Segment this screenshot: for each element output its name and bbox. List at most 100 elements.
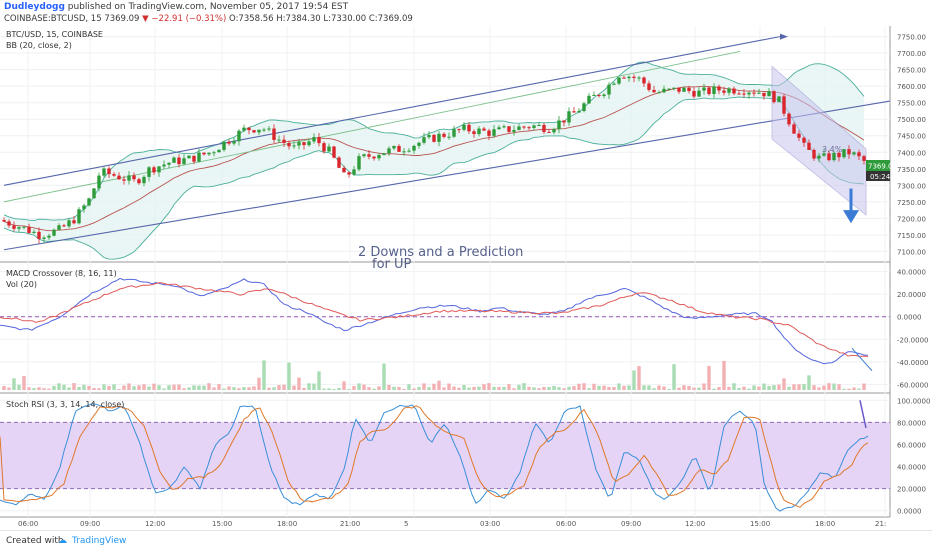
candle-body: [512, 129, 516, 132]
stoch-axis-label: 40.0000: [897, 464, 926, 472]
volume-bar: [262, 360, 266, 390]
volume-bar: [787, 386, 791, 390]
volume-bar: [477, 386, 481, 390]
candle-body: [12, 225, 16, 229]
candle-body: [102, 168, 106, 176]
volume-bar: [602, 385, 606, 390]
candle-body: [612, 83, 616, 85]
vol-label: Vol (20): [6, 280, 37, 289]
candle-body: [362, 154, 366, 157]
stoch-band-fill: [0, 422, 890, 489]
volume-bar: [557, 387, 561, 390]
tradingview-brand[interactable]: TradingView: [72, 536, 127, 546]
chart-canvas[interactable]: 7750.00 7700.00 7650.00 7600.00 7550.00 7500.…: [0, 0, 932, 530]
candle-body: [537, 124, 541, 126]
volume-bar: [222, 388, 226, 390]
candle-body: [682, 87, 686, 92]
candle-body: [87, 198, 91, 206]
volume-bar: [122, 385, 126, 390]
stoch-axis-label: 80.0000: [897, 419, 926, 427]
volume-bar: [92, 387, 96, 390]
author-link[interactable]: Dudleydogg: [4, 2, 65, 12]
stoch-arrow-line: [859, 400, 867, 429]
volume-bar: [67, 387, 71, 390]
chart-annotation-2[interactable]: for UP: [372, 257, 412, 272]
chart-annotation[interactable]: 2 Downs and a Prediction: [358, 245, 523, 260]
volume-bar: [382, 363, 386, 390]
candle-body: [347, 172, 351, 175]
last-price: 7369.09: [104, 14, 140, 24]
volume-bar: [552, 385, 556, 390]
candle-body: [767, 91, 771, 97]
volume-bar: [812, 385, 816, 390]
candle-body: [672, 87, 676, 89]
candle-body: [47, 235, 51, 238]
volume-bar: [57, 383, 61, 390]
candle-body: [532, 125, 536, 128]
candle-body: [447, 136, 451, 138]
volume-bar: [342, 381, 346, 390]
volume-bar: [682, 385, 686, 390]
volume-bar: [87, 385, 91, 390]
candle-body: [442, 133, 446, 137]
volume-bar: [697, 387, 701, 390]
volume-bar: [852, 387, 856, 390]
candle-body: [427, 134, 431, 138]
volume-bar: [32, 388, 36, 390]
volume-bar: [782, 378, 786, 390]
volume-bar: [312, 383, 316, 390]
volume-bar: [412, 388, 416, 390]
time-axis-label: 09:00: [621, 520, 641, 528]
volume-bar: [717, 387, 721, 390]
volume-bar: [302, 387, 306, 390]
candle-body: [282, 139, 286, 143]
volume-bar: [712, 388, 716, 390]
volume-bar: [562, 388, 566, 390]
candle-body: [432, 134, 436, 142]
candle-body: [222, 141, 226, 150]
volume-bar: [662, 386, 666, 390]
stoch-axis-label: 0.0000: [897, 508, 922, 516]
candle-body: [367, 154, 371, 157]
stoch-d-line: [0, 405, 869, 508]
candle-body: [27, 226, 31, 233]
candle-body: [132, 175, 136, 180]
volume-bar: [107, 385, 111, 390]
volume-bar: [722, 360, 726, 390]
time-axis-label: 18:00: [815, 520, 835, 528]
candle-body: [397, 145, 401, 152]
candle-body: [617, 77, 621, 84]
volume-bar: [237, 388, 241, 390]
volume-bar: [507, 384, 511, 390]
volume-bar: [522, 383, 526, 390]
volume-bar: [182, 388, 186, 390]
volume-bar: [687, 385, 691, 390]
volume-bar: [372, 388, 376, 390]
volume-bar: [547, 387, 551, 390]
candle-body: [207, 152, 211, 155]
volume-bar: [332, 388, 336, 390]
volume-bar: [157, 385, 161, 390]
volume-bar: [672, 364, 676, 390]
volume-bar: [817, 387, 821, 390]
candle-body: [42, 237, 46, 239]
price-axis-label: 7450.00: [897, 133, 926, 141]
candle-body: [107, 168, 111, 175]
candle-body: [157, 166, 161, 173]
volume-bar: [457, 387, 461, 390]
candle-body: [527, 127, 531, 129]
volume-bar: [537, 388, 541, 390]
candle-body: [327, 146, 331, 152]
time-axis-label: 21:: [875, 520, 886, 528]
volume-bar: [487, 383, 491, 390]
candle-body: [147, 167, 151, 177]
candle-body: [407, 150, 411, 152]
volume-bar: [12, 378, 16, 390]
volume-bar: [47, 388, 51, 390]
candle-body: [377, 155, 381, 159]
volume-bar: [827, 383, 831, 390]
stoch-label: Stoch RSI (3, 3, 14, 14, close): [6, 400, 124, 409]
candle-body: [152, 167, 156, 173]
candle-body: [7, 221, 11, 226]
volume-bar: [317, 371, 321, 390]
